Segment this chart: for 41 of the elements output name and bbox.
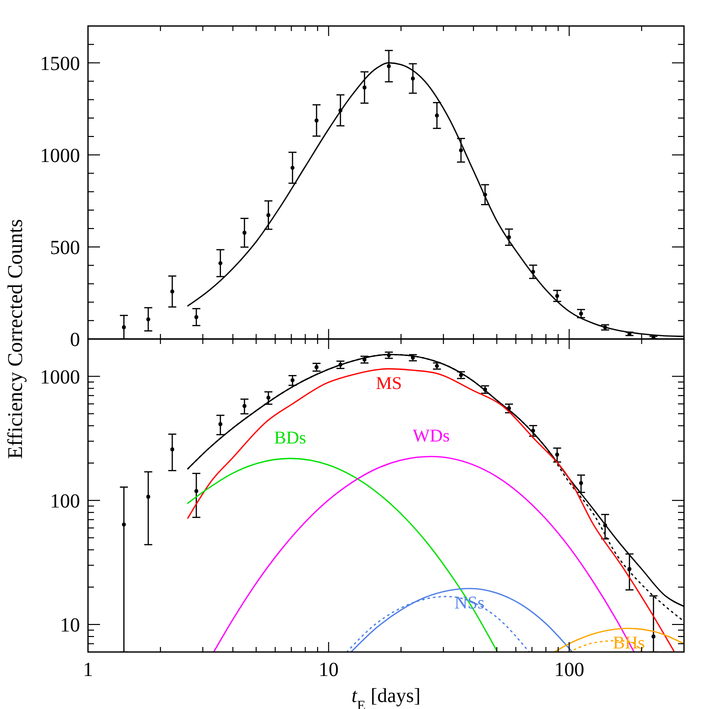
point: [242, 230, 246, 235]
y-tick-label: 1000: [40, 366, 80, 388]
point: [218, 422, 222, 426]
point: [122, 325, 126, 330]
point: [218, 261, 222, 266]
y-tick-label: 100: [50, 490, 80, 512]
point: [170, 447, 174, 452]
y-tick-label: 0: [70, 329, 80, 351]
y-tick-label: 1000: [40, 144, 80, 167]
point: [170, 290, 174, 294]
y-axis-title: Efficiency Corrected Counts: [3, 219, 27, 459]
point: [555, 294, 560, 298]
point: [362, 86, 366, 90]
point: [266, 213, 270, 218]
y-tick-label: 1500: [40, 52, 80, 75]
y-tick-label: 10: [60, 614, 80, 636]
point: [242, 404, 246, 408]
point: [652, 634, 656, 638]
x-tick-label: 1: [83, 659, 93, 681]
x-tick-label: 100: [554, 659, 584, 681]
point: [122, 522, 126, 526]
point: [290, 378, 294, 382]
point: [386, 64, 391, 68]
series-label: WDs: [412, 425, 450, 446]
point: [579, 481, 583, 486]
y-tick-label: 500: [50, 236, 80, 259]
point: [507, 235, 511, 240]
point: [194, 489, 198, 493]
point: [146, 317, 150, 322]
series-label: BDs: [274, 427, 306, 448]
point: [314, 118, 318, 122]
point: [290, 166, 294, 170]
x-tick-label: 10: [318, 659, 339, 681]
point: [434, 114, 439, 118]
point: [194, 315, 198, 320]
point: [459, 148, 463, 152]
series-label: MS: [376, 372, 402, 393]
point: [146, 494, 150, 499]
point: [410, 76, 415, 80]
point: [555, 452, 560, 457]
point: [266, 396, 270, 400]
